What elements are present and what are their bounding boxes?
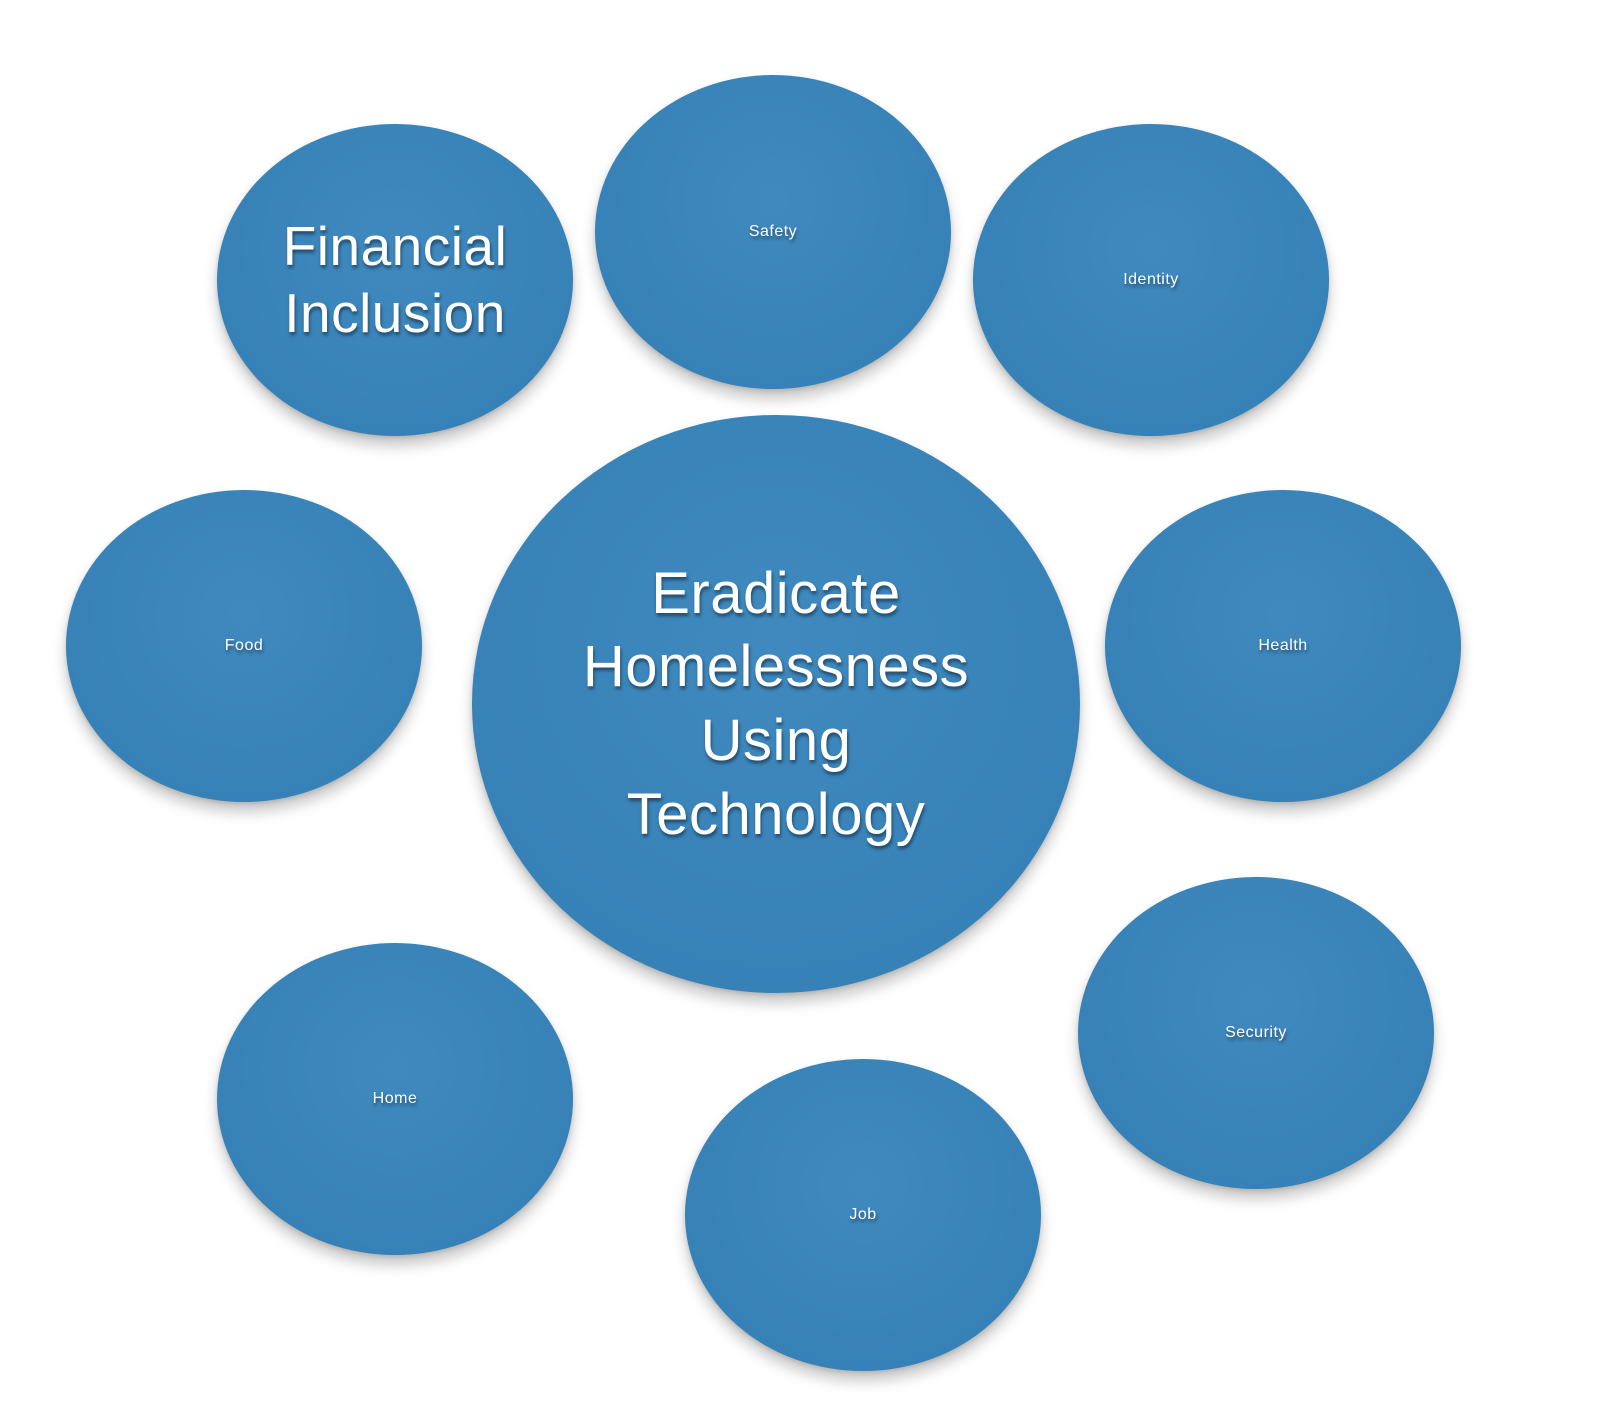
bubble-label-center: Eradicate Homelessness Using Technology (582, 560, 970, 847)
bubble-safety: Safety (595, 75, 951, 389)
bubble-job: Job (685, 1059, 1041, 1371)
bubble-label-food: Food (224, 637, 264, 655)
bubble-food: Food (66, 490, 422, 802)
bubble-label-health: Health (1258, 637, 1308, 655)
bubble-financial-inclusion: Financial Inclusion (217, 124, 573, 436)
bubble-label-security: Security (1225, 1024, 1287, 1042)
bubble-health: Health (1105, 490, 1461, 802)
bubble-label-financial-inclusion: Financial Inclusion (282, 215, 508, 344)
bubble-label-job: Job (849, 1206, 877, 1224)
bubble-label-safety: Safety (748, 223, 798, 241)
bubble-security: Security (1078, 877, 1434, 1189)
bubble-center: Eradicate Homelessness Using Technology (472, 415, 1080, 993)
bubble-label-home: Home (372, 1090, 418, 1108)
bubble-identity: Identity (973, 124, 1329, 436)
bubble-home: Home (217, 943, 573, 1255)
bubble-label-identity: Identity (1123, 271, 1179, 289)
